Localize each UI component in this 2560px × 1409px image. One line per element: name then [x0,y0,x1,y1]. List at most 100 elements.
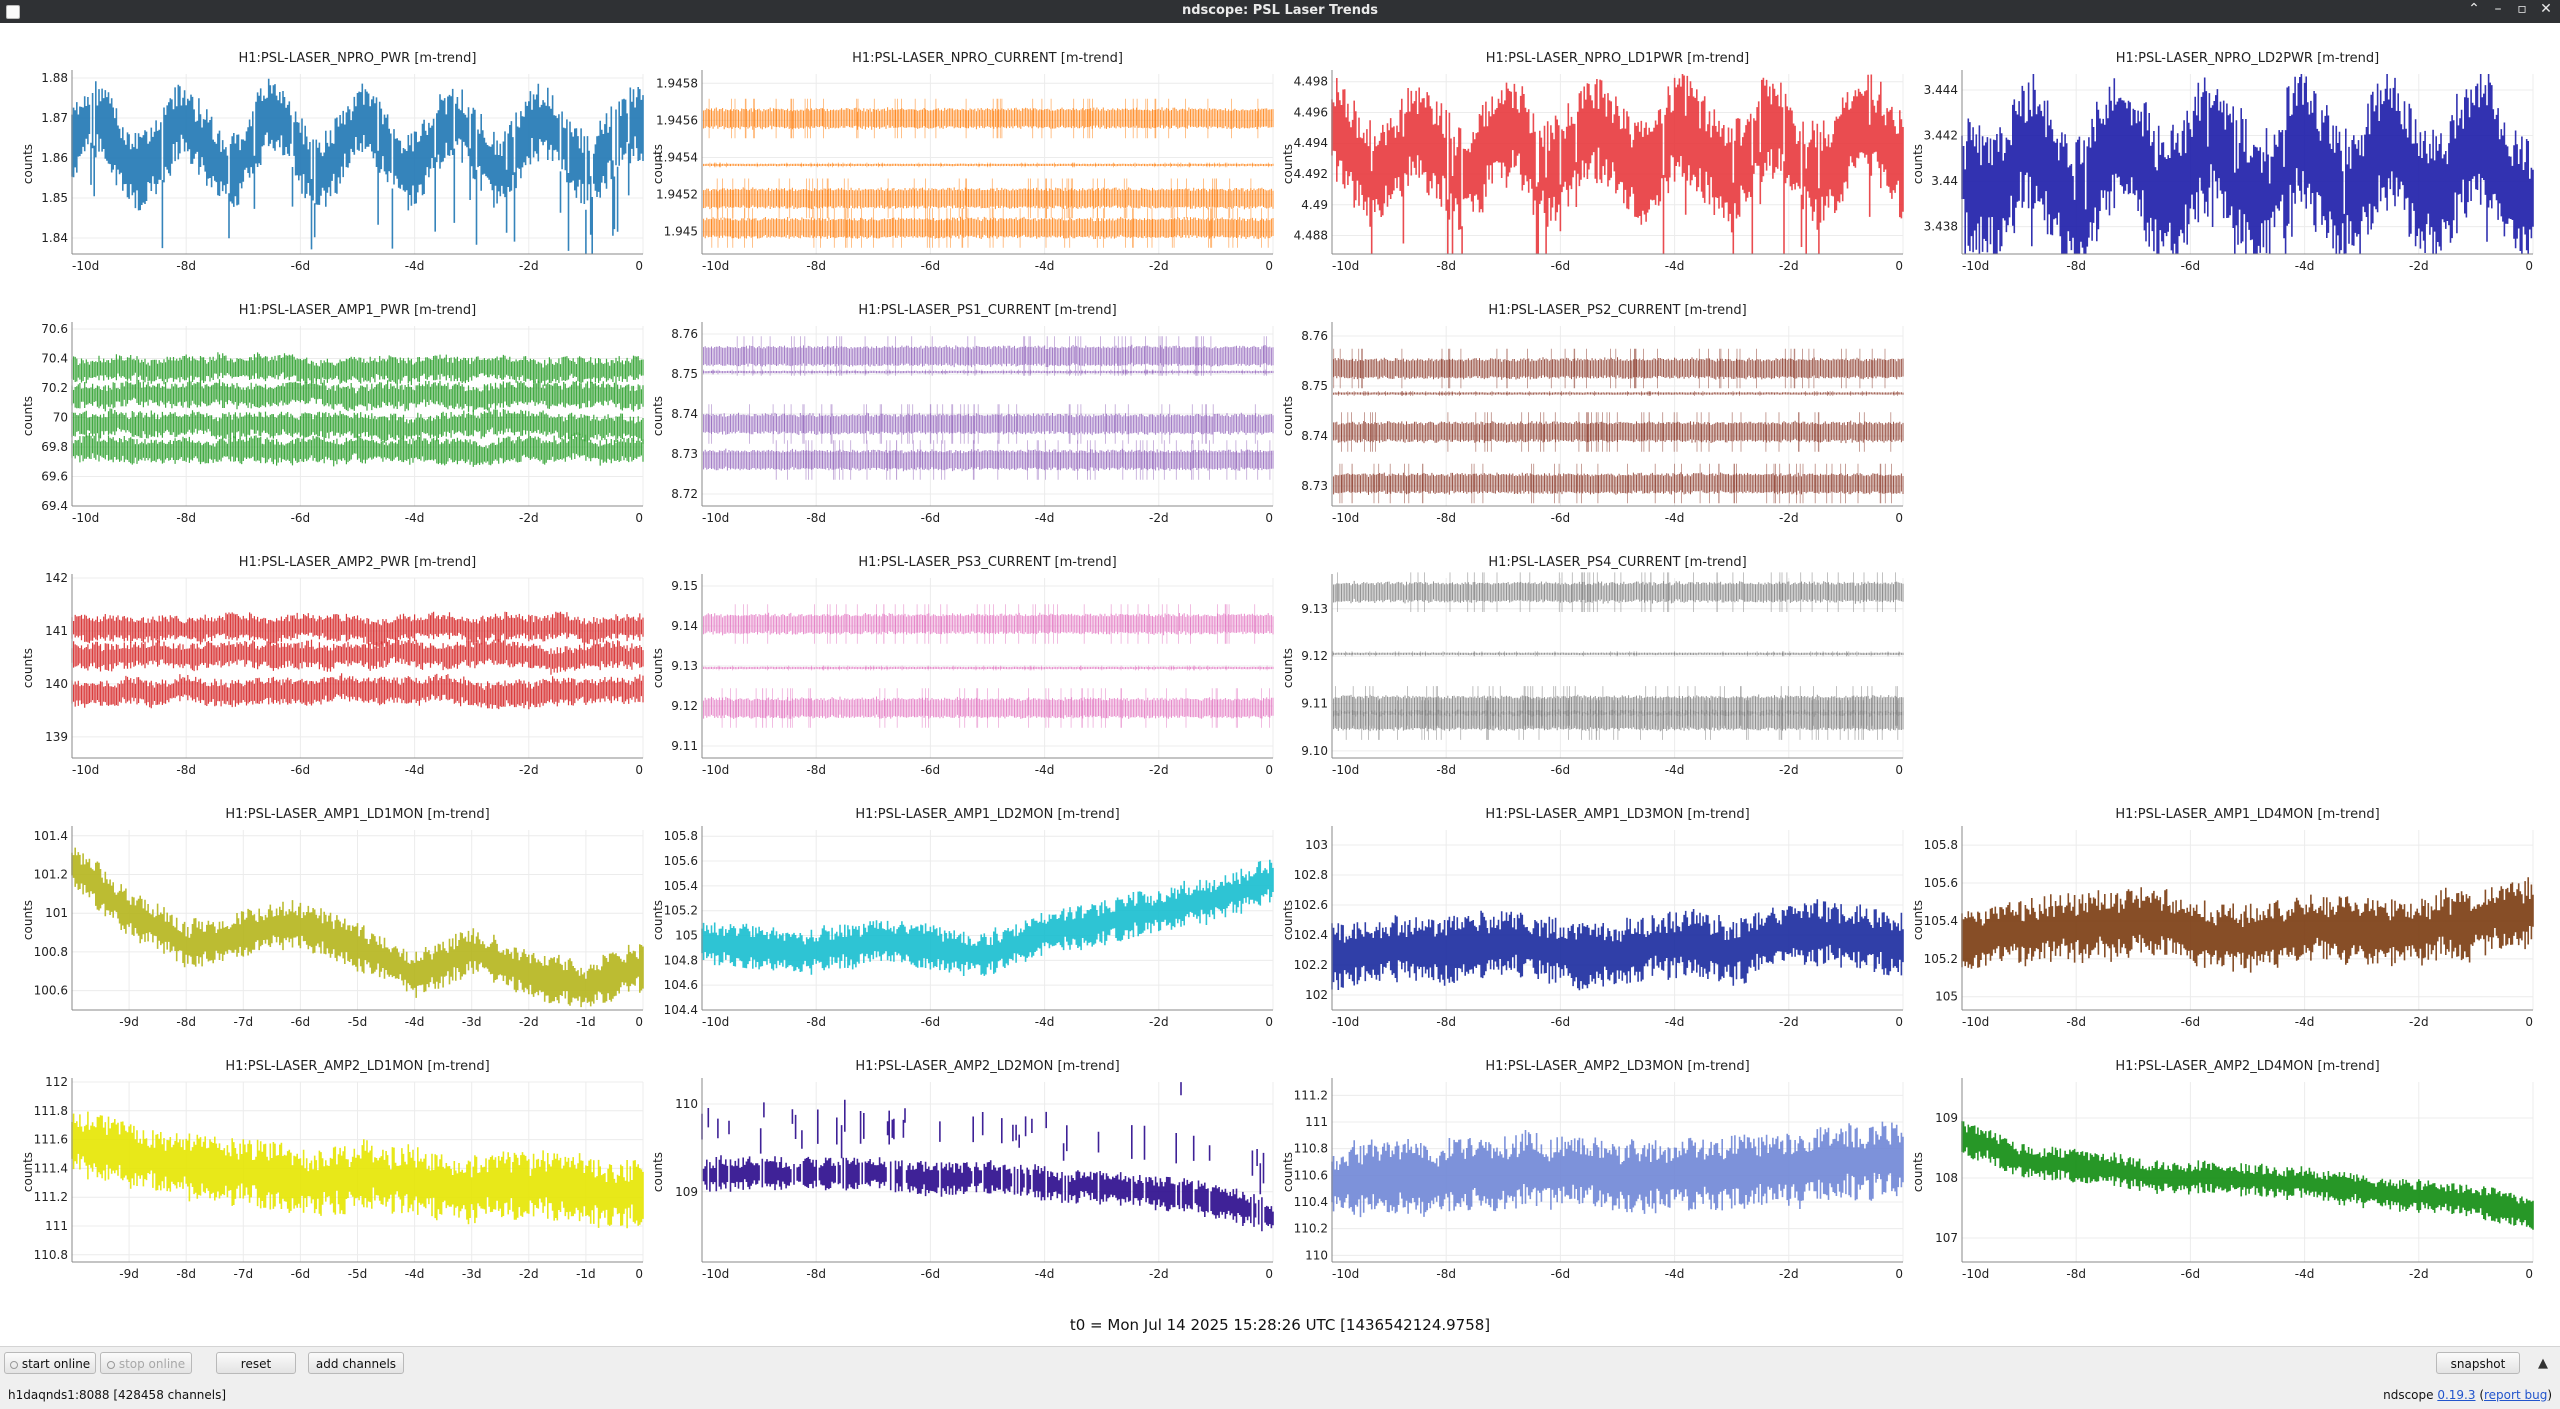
x-tick-label: -6d [921,763,941,777]
plot-amp1-ld4mon[interactable]: H1:PSL-LASER_AMP1_LD4MON [m-trend] counts… [1890,780,2534,1032]
y-tick-label: 105.6 [1924,876,1958,890]
snapshot-button[interactable]: snapshot [2436,1352,2520,1374]
y-tick-label: 105.4 [1924,914,1958,928]
plot-amp1-pwr[interactable]: H1:PSL-LASER_AMP1_PWR [m-trend] counts 70.… [0,276,644,528]
plot-title: H1:PSL-LASER_AMP2_LD2MON [m-trend] [855,1059,1119,1074]
x-tick-label: -8d [806,511,826,525]
x-tick-label: -1d [576,1015,596,1029]
x-tick-label: -10d [702,511,729,525]
plot-amp1-ld3mon[interactable]: H1:PSL-LASER_AMP1_LD3MON [m-trend] counts… [1260,780,1904,1032]
x-tick-label: -6d [1551,1267,1571,1281]
x-tick-label: -8d [806,1267,826,1281]
series-amp1-ld2mon [701,859,1274,976]
y-tick-label: 102.6 [1294,898,1328,912]
y-axis-label: counts [1281,648,1295,688]
y-axis-label: counts [21,1152,35,1192]
y-tick-label: 100.6 [34,984,68,998]
plot-npro-pwr[interactable]: H1:PSL-LASER_NPRO_PWR [m-trend] counts 1.8… [0,24,644,276]
plot-npro-ld1pwr[interactable]: H1:PSL-LASER_NPRO_LD1PWR [m-trend] counts… [1260,24,1904,276]
x-tick-label: -5d [348,1015,368,1029]
series-ps1-current-3-spikes [775,440,1271,480]
y-tick-label: 8.73 [1301,479,1328,493]
plot-grid: H1:PSL-LASER_NPRO_PWR [m-trend] counts 1.8… [0,24,2560,1324]
y-tick-label: 110.4 [1294,1195,1328,1209]
x-tick-label: 0 [1265,763,1273,777]
x-tick-label: -10d [1332,511,1359,525]
version-prefix: ndscope [2383,1388,2438,1402]
y-tick-label: 4.49 [1301,198,1328,212]
plot-amp1-ld2mon[interactable]: H1:PSL-LASER_AMP1_LD2MON [m-trend] counts… [630,780,1274,1032]
y-tick-label: 107 [1935,1231,1958,1245]
chevron-up-icon[interactable]: ⌃ [2468,1,2480,17]
y-tick-label: 9.15 [671,579,698,593]
plot-amp2-ld3mon[interactable]: H1:PSL-LASER_AMP2_LD3MON [m-trend] counts… [1260,1032,1904,1284]
series-amp1-pwr-3 [71,432,644,467]
plot-npro-current[interactable]: H1:PSL-LASER_NPRO_CURRENT [m-trend] count… [630,24,1274,276]
x-tick-label: -10d [1332,259,1359,273]
x-tick-label: -8d [176,511,196,525]
plot-amp2-ld2mon[interactable]: H1:PSL-LASER_AMP2_LD2MON [m-trend] counts… [630,1032,1274,1284]
series-npro-current-3-spikes [711,208,1269,248]
x-tick-label: -9d [119,1015,139,1029]
add-channels-button[interactable]: add channels [308,1352,404,1374]
x-tick-label: -10d [702,763,729,777]
y-tick-label: 3.44 [1931,174,1958,188]
series-ps1-current-2-spikes [708,404,1256,444]
plot-ps4-current[interactable]: H1:PSL-LASER_PS4_CURRENT [m-trend] counts… [1260,528,1904,780]
x-tick-label: -4d [2295,1267,2315,1281]
y-tick-label: 102.2 [1294,958,1328,972]
plot-title: H1:PSL-LASER_AMP1_LD3MON [m-trend] [1485,807,1749,822]
maximize-icon[interactable]: ▫ [2517,1,2527,17]
plot-amp2-pwr[interactable]: H1:PSL-LASER_AMP2_PWR [m-trend] counts 142… [0,528,644,780]
collapse-arrow-icon[interactable]: ▲ [2538,1356,2548,1371]
toolbar: start online stop online reset add chann… [0,1346,2560,1383]
version-link[interactable]: 0.19.3 [2437,1388,2476,1402]
y-axis-label: counts [21,396,35,436]
x-tick-label: -6d [1551,763,1571,777]
plot-amp1-ld1mon[interactable]: H1:PSL-LASER_AMP1_LD1MON [m-trend] counts… [0,780,644,1032]
series-amp1-ld4mon [1961,877,2534,973]
series-npro-current-0 [701,107,1274,130]
y-tick-label: 1.84 [41,231,68,245]
y-tick-label: 110.8 [1294,1142,1328,1156]
y-tick-label: 105.8 [664,829,698,843]
report-bug-link[interactable]: report bug [2484,1388,2548,1402]
plot-ps1-current[interactable]: H1:PSL-LASER_PS1_CURRENT [m-trend] counts… [630,276,1274,528]
x-tick-label: -2d [1149,763,1169,777]
reset-button[interactable]: reset [216,1352,296,1374]
y-tick-label: 8.73 [671,447,698,461]
y-axis-label: counts [1281,1152,1295,1192]
y-tick-label: 111 [45,1219,68,1233]
plot-npro-ld2pwr[interactable]: H1:PSL-LASER_NPRO_LD2PWR [m-trend] counts… [1890,24,2534,276]
y-tick-label: 112 [45,1075,68,1089]
plot-ps2-current[interactable]: H1:PSL-LASER_PS2_CURRENT [m-trend] counts… [1260,276,1904,528]
plot-title: H1:PSL-LASER_AMP2_LD3MON [m-trend] [1485,1059,1749,1074]
close-icon[interactable]: ✕ [2540,1,2552,17]
x-tick-label: -6d [291,1267,311,1281]
plot-amp2-ld1mon[interactable]: H1:PSL-LASER_AMP2_LD1MON [m-trend] counts… [0,1032,644,1284]
x-tick-label: -4d [405,511,425,525]
minimize-icon[interactable]: – [2494,1,2502,17]
x-tick-label: -2d [2409,259,2429,273]
y-axis-label: counts [1281,396,1295,436]
x-tick-label: -4d [1665,259,1685,273]
x-tick-label: -5d [348,1267,368,1281]
series-amp2-pwr-2 [71,673,644,710]
x-tick-label: -6d [2181,1267,2201,1281]
plot-amp2-ld4mon[interactable]: H1:PSL-LASER_AMP2_LD4MON [m-trend] counts… [1890,1032,2534,1284]
x-tick-label: -2d [2409,1015,2429,1029]
plot-title: H1:PSL-LASER_PS3_CURRENT [m-trend] [858,555,1116,570]
series-ps2-current-0-spikes [1333,348,1886,389]
plot-ps3-current[interactable]: H1:PSL-LASER_PS3_CURRENT [m-trend] counts… [630,528,1274,780]
x-tick-label: -2d [1149,259,1169,273]
y-tick-label: 111.4 [34,1161,68,1175]
y-tick-label: 111 [1305,1115,1328,1129]
y-axis-label: counts [651,396,665,436]
y-tick-label: 141 [45,624,68,638]
start-online-button[interactable]: start online [4,1352,96,1374]
x-tick-label: -8d [1436,511,1456,525]
y-tick-label: 8.74 [1301,429,1328,443]
x-tick-label: -1d [576,1267,596,1281]
y-tick-label: 4.496 [1294,105,1328,119]
y-tick-label: 1.9454 [656,151,698,165]
